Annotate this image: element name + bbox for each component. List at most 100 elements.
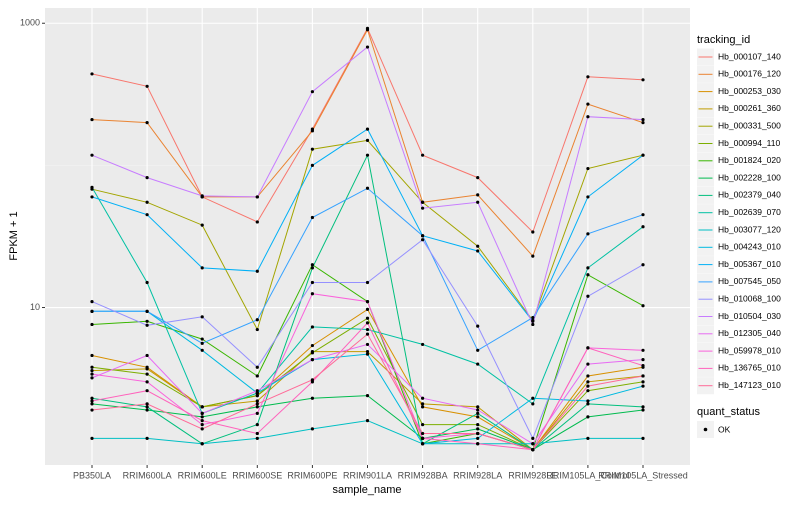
point	[421, 238, 425, 242]
point	[476, 408, 480, 412]
legend-label: Hb_000331_500	[718, 120, 781, 130]
legend-label: Hb_000176_120	[718, 69, 781, 79]
point	[476, 436, 480, 441]
point	[586, 102, 590, 106]
legend-label: OK	[718, 424, 731, 434]
point	[586, 380, 590, 384]
legend-label: Hb_002228_100	[718, 172, 781, 182]
point	[200, 341, 204, 345]
point	[586, 166, 590, 171]
point	[531, 319, 535, 323]
y-tick-label: 10	[30, 302, 40, 312]
point	[365, 349, 370, 354]
point	[421, 405, 425, 409]
legend-label: Hb_004243_010	[718, 242, 781, 252]
point	[310, 358, 314, 362]
legend-label: Hb_003077_120	[718, 224, 781, 234]
point	[200, 223, 204, 227]
point	[145, 280, 149, 285]
point	[641, 153, 645, 157]
point	[145, 200, 149, 204]
point	[145, 176, 149, 180]
point	[90, 185, 94, 189]
point	[200, 266, 204, 270]
legend-label: Hb_010068_100	[718, 293, 781, 303]
point	[255, 411, 259, 415]
point	[90, 322, 94, 327]
point	[586, 415, 590, 419]
point	[255, 423, 259, 427]
point	[365, 307, 370, 312]
point	[200, 348, 204, 352]
point	[255, 394, 259, 398]
point	[421, 402, 425, 406]
legend-label: Hb_000253_030	[718, 86, 781, 96]
point	[476, 176, 480, 180]
point	[255, 269, 259, 273]
legend-label: Hb_001824_020	[718, 155, 781, 165]
point	[145, 436, 149, 441]
point	[365, 342, 370, 347]
point	[200, 194, 204, 198]
point	[90, 402, 94, 406]
point	[310, 351, 314, 355]
point	[145, 319, 149, 323]
legend-label: Hb_002379_040	[718, 190, 781, 200]
x-tick-label: PB350LA	[73, 470, 111, 480]
point	[255, 327, 259, 332]
point	[586, 232, 590, 236]
point	[586, 362, 590, 366]
point	[641, 380, 645, 384]
point	[255, 436, 259, 441]
shape-legend-title: quant_status	[697, 406, 760, 418]
x-tick-label: RRIM901LA	[343, 470, 392, 480]
point	[476, 431, 480, 436]
point	[586, 273, 590, 277]
point	[476, 427, 480, 431]
point	[531, 448, 535, 452]
point	[145, 353, 149, 358]
point	[586, 374, 590, 378]
point	[90, 117, 94, 122]
point	[421, 206, 425, 210]
point	[586, 195, 590, 199]
point	[641, 436, 645, 441]
point	[90, 153, 94, 157]
point	[421, 234, 425, 238]
point	[586, 389, 590, 393]
point	[310, 427, 314, 431]
point	[476, 200, 480, 204]
y-tick-label: 1000	[20, 18, 40, 28]
point	[531, 436, 535, 441]
point	[641, 384, 645, 388]
legend-label: Hb_012305_040	[718, 328, 781, 338]
point	[586, 266, 590, 270]
legend-label: Hb_059978_010	[718, 345, 781, 355]
point	[255, 220, 259, 224]
point	[310, 163, 314, 167]
point	[90, 309, 94, 313]
point	[90, 399, 94, 403]
point	[531, 254, 535, 258]
x-tick-label: RRIM928LE	[508, 470, 557, 480]
point	[365, 280, 370, 285]
point	[310, 325, 314, 329]
point	[421, 153, 425, 157]
point	[310, 343, 314, 348]
point	[145, 120, 149, 125]
point	[586, 75, 590, 79]
point	[641, 364, 645, 368]
point	[421, 431, 425, 436]
point	[365, 352, 370, 356]
x-tick-label: RRIM105LA_Stressed	[598, 470, 688, 480]
point	[310, 147, 314, 151]
point	[90, 195, 94, 199]
legend-label: Hb_010504_030	[718, 311, 781, 321]
point	[586, 115, 590, 119]
point	[200, 419, 204, 423]
point	[476, 405, 480, 409]
point	[365, 300, 370, 304]
point	[531, 402, 535, 406]
point	[255, 391, 259, 395]
